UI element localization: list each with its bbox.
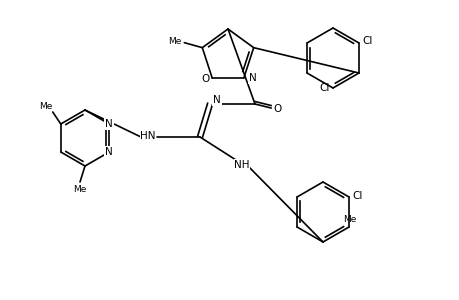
Text: Me: Me [342, 215, 356, 224]
Text: N: N [105, 147, 113, 157]
Text: Cl: Cl [351, 191, 362, 201]
Text: NH: NH [234, 160, 249, 170]
Text: Me: Me [73, 184, 86, 194]
Text: N: N [105, 119, 113, 129]
Text: N: N [213, 95, 220, 105]
Text: Me: Me [167, 37, 180, 46]
Text: O: O [201, 74, 209, 84]
Text: HN: HN [140, 131, 156, 141]
Text: N: N [248, 73, 256, 83]
Text: O: O [273, 104, 281, 114]
Text: Me: Me [39, 101, 52, 110]
Text: Cl: Cl [361, 36, 371, 46]
Text: Cl: Cl [319, 83, 329, 93]
